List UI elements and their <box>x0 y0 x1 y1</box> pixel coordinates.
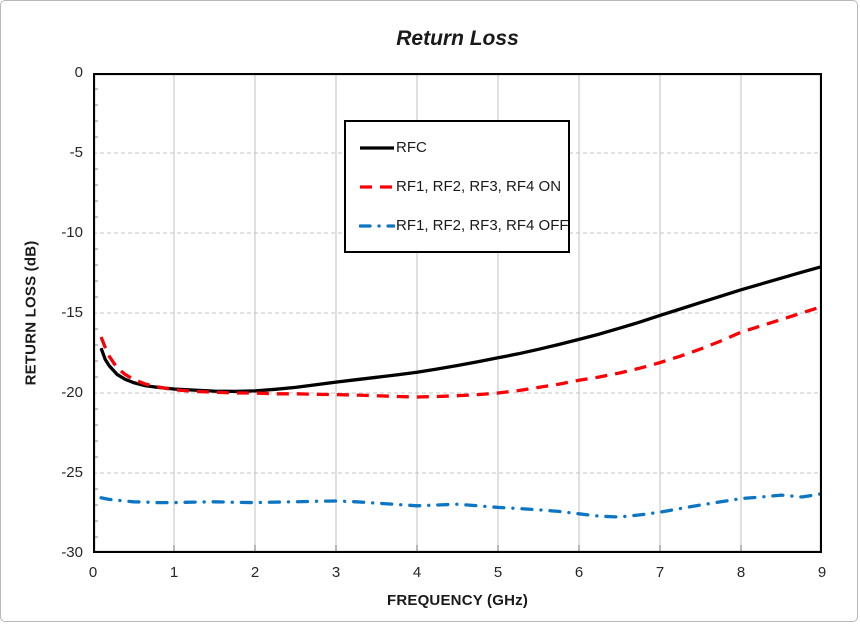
y-tick-label: -15 <box>61 304 83 321</box>
legend-item-rfc: RFC <box>359 139 568 156</box>
x-tick-label: 2 <box>250 564 260 581</box>
y-tick-label: -5 <box>69 144 83 161</box>
x-tick-label: 3 <box>331 564 341 581</box>
y-tick-label: -25 <box>61 464 83 481</box>
x-tick-label: 0 <box>88 564 98 581</box>
series-line-rf1-rf2-rf3-rf4-off <box>99 492 822 519</box>
y-tick-label: 0 <box>74 64 83 81</box>
series-line-rf1-rf2-rf3-rf4-on <box>99 305 822 399</box>
y-axis-title: RETURN LOSS (dB) <box>22 240 40 386</box>
series-line-rfc <box>99 265 822 394</box>
solid-line-sample-icon <box>360 145 394 150</box>
x-axis-title: FREQUENCY (GHz) <box>386 592 529 609</box>
x-tick-label: 9 <box>817 564 827 581</box>
dashed-line-sample-icon <box>360 184 394 189</box>
legend-label: RF1, RF2, RF3, RF4 ON <box>396 178 562 195</box>
chart-title: Return Loss <box>396 27 519 50</box>
x-tick-label: 5 <box>493 564 503 581</box>
dash-dot-line-sample-icon <box>359 223 395 228</box>
x-tick-label: 4 <box>412 564 422 581</box>
x-tick-label: 1 <box>169 564 179 581</box>
legend-label: RFC <box>396 139 427 156</box>
legend-item-rf-on: RF1, RF2, RF3, RF4 ON <box>359 178 568 195</box>
legend-label: RF1, RF2, RF3, RF4 OFF <box>396 217 569 234</box>
y-tick-label: -10 <box>61 224 83 241</box>
y-tick-label: -20 <box>61 384 83 401</box>
legend: RFC RF1, RF2, RF3, RF4 ON RF1, RF2, RF3,… <box>344 120 570 253</box>
plot-area <box>93 73 822 553</box>
y-tick-label: -30 <box>61 544 83 561</box>
x-tick-label: 6 <box>574 564 584 581</box>
x-tick-label: 8 <box>736 564 746 581</box>
legend-item-rf-off: RF1, RF2, RF3, RF4 OFF <box>359 217 569 234</box>
x-tick-label: 7 <box>655 564 665 581</box>
